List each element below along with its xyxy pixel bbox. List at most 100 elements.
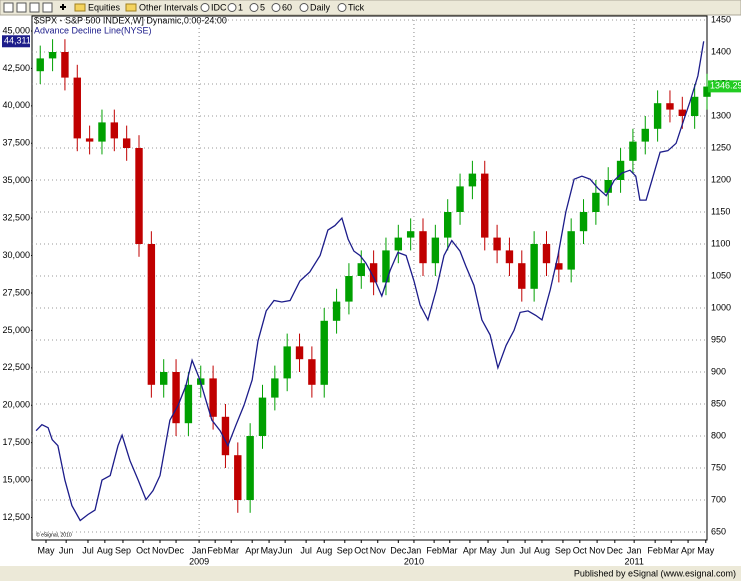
y-tick-label: 42,500 — [2, 63, 30, 73]
candle-body — [481, 173, 489, 238]
y-tick-label: 32,500 — [2, 212, 30, 222]
toolbar-icons — [3, 2, 347, 13]
y-tick-label: 30,000 — [2, 250, 30, 260]
toolbar-item[interactable]: Daily — [310, 2, 331, 12]
x-tick-label: Dec — [607, 545, 624, 555]
toolbar — [0, 0, 741, 16]
x-tick-label: Jul — [300, 545, 312, 555]
x-tick-label: Jul — [82, 545, 94, 555]
toolbar-item[interactable]: 1 — [238, 2, 243, 12]
toolbar-item[interactable]: 60 — [282, 2, 292, 12]
candle-body — [110, 122, 119, 139]
y2-tick-label: 650 — [711, 526, 726, 536]
x-tick-label: Jun — [278, 545, 293, 555]
x-tick-label: Oct — [136, 545, 151, 555]
toolbar-item[interactable]: Other Intervals — [139, 2, 199, 12]
candle-body — [666, 103, 674, 110]
last-price-label: 1346.29 — [710, 81, 741, 91]
icon[interactable] — [16, 2, 27, 13]
icon[interactable] — [29, 2, 40, 13]
y2-tick-label: 1450 — [711, 14, 731, 24]
y-tick-label: 40,000 — [2, 100, 30, 110]
candle-body — [555, 263, 563, 270]
y-tick-label: 20,000 — [2, 400, 30, 410]
candle-body — [394, 237, 403, 251]
y2-tick-label: 700 — [711, 494, 726, 504]
copyright: © eSignal, 2010 — [36, 531, 72, 538]
candle-body — [172, 372, 180, 424]
candle-body — [221, 416, 230, 456]
candle-body — [419, 231, 427, 264]
candle-body — [209, 378, 217, 417]
candle-body — [530, 244, 538, 289]
radio[interactable] — [299, 3, 309, 12]
y-tick-label: 37,500 — [2, 138, 30, 148]
toolbar-item[interactable]: Equities — [88, 2, 121, 12]
x-tick-label: May — [480, 545, 498, 555]
candle-body — [73, 77, 81, 139]
y2-tick-label: 1250 — [711, 142, 731, 152]
radio[interactable] — [227, 3, 237, 12]
x-tick-label: Feb — [207, 545, 223, 555]
candle-body — [616, 160, 625, 180]
candle-body — [246, 436, 254, 500]
x-tick-label: Aug — [316, 545, 332, 555]
radio[interactable] — [337, 3, 347, 12]
x-tick-label: May — [37, 545, 55, 555]
candle-body — [258, 397, 267, 436]
candle-body — [443, 212, 452, 238]
x-tick-label: Oct — [354, 545, 369, 555]
plot-frame — [31, 15, 708, 541]
candle-body — [468, 173, 477, 187]
y-tick-label: 45,000 — [2, 25, 30, 35]
x-tick-label: Dec — [390, 545, 407, 555]
x-tick-label: Aug — [534, 545, 550, 555]
candle-body — [184, 384, 193, 424]
candle-body — [308, 359, 316, 385]
candle-body — [431, 237, 440, 264]
x-tick-label: Dec — [168, 545, 185, 555]
x-tick-label: Feb — [426, 545, 442, 555]
folder-icon[interactable] — [125, 3, 137, 12]
candle-body — [604, 180, 612, 193]
radio[interactable] — [271, 3, 281, 12]
candle-body — [320, 320, 328, 385]
year-label: 2010 — [404, 556, 424, 566]
radio[interactable] — [249, 3, 259, 12]
legend-entry: Advance Decline Line(NYSE) — [34, 25, 152, 35]
radio[interactable] — [200, 3, 210, 12]
y2-tick-label: 1100 — [711, 238, 730, 248]
candle-body — [135, 148, 143, 244]
y2-tick-label: 1150 — [711, 206, 730, 216]
x-tick-label: Mar — [223, 545, 239, 555]
icon[interactable] — [60, 4, 66, 10]
year-label: 2011 — [624, 556, 643, 566]
x-tick-label: Nov — [152, 545, 169, 555]
x-tick-label: Nov — [589, 545, 606, 555]
candle-body — [332, 301, 341, 321]
candle-body — [345, 276, 353, 302]
candle-body — [147, 244, 156, 385]
icon[interactable] — [42, 2, 53, 13]
x-tick-label: May — [261, 545, 279, 555]
candle-body — [406, 231, 415, 238]
toolbar-item[interactable]: Tick — [348, 2, 365, 12]
candle-body — [48, 52, 57, 59]
x-tick-label: Jun — [501, 545, 516, 555]
candle-body — [505, 250, 514, 264]
folder-icon[interactable] — [74, 3, 86, 12]
toolbar-item[interactable]: IDC — [211, 2, 227, 12]
y-tick-label: 35,000 — [2, 175, 30, 185]
y2-tick-label: 1200 — [711, 174, 731, 184]
toolbar-item[interactable]: 5 — [260, 2, 265, 12]
y-tick-label: 22,500 — [2, 362, 30, 372]
icon[interactable] — [3, 2, 14, 13]
chart-title: $SPX - S&P 500 INDEX,W] Dynamic,0:00-24:… — [34, 15, 227, 25]
x-tick-label: Jan — [192, 545, 207, 555]
candle-body — [579, 212, 588, 232]
candle-body — [61, 52, 69, 78]
y2-tick-label: 1300 — [711, 110, 731, 120]
y2-tick-label: 1050 — [711, 270, 731, 280]
last-price-badge — [708, 80, 741, 93]
